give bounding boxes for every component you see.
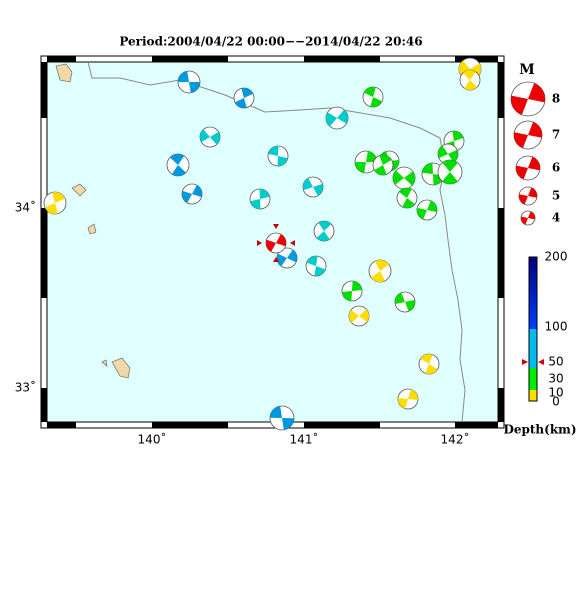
beachball-lobe	[464, 80, 478, 90]
beachball-lobe	[171, 165, 186, 177]
lat-label: 33˚	[15, 380, 36, 395]
beachball-lobe	[313, 183, 323, 196]
beachball-lobe	[397, 397, 408, 409]
frame-ticks	[41, 56, 504, 428]
beachball-lobe	[287, 249, 297, 263]
beachball-lobe	[210, 131, 220, 145]
beachball-lobe	[374, 165, 387, 175]
beachball-lobe	[192, 185, 202, 198]
beachball-lobe	[448, 149, 459, 163]
beachball-lobe	[452, 131, 464, 141]
title: Period:2004/04/22 00:00−−2014/04/22 20:4…	[119, 35, 422, 49]
depth-label: 50	[548, 355, 563, 369]
lon-label: 140˚	[138, 432, 167, 447]
beachball-lobe	[458, 60, 470, 75]
beachball-lobe	[306, 256, 318, 266]
beachball-lobe	[393, 170, 404, 185]
beachball-lobe	[276, 234, 286, 247]
beachball-lobe	[427, 200, 437, 213]
magnitude-title: M	[519, 62, 535, 78]
beachball-lobe	[349, 309, 359, 323]
coastline	[87, 61, 466, 423]
beachball-lobe	[337, 109, 349, 124]
beachball-lobe	[325, 112, 337, 127]
beachball-lobe	[199, 129, 210, 143]
beachball-lobe	[363, 87, 376, 97]
beachball-lobe	[234, 98, 247, 108]
beachball-lobe	[250, 199, 261, 210]
beachball-lobe	[402, 198, 415, 208]
beachball-lobe	[375, 260, 389, 271]
magnitude-label: 4	[552, 211, 560, 225]
beachball-lobe	[519, 194, 528, 205]
beachball-lobe	[514, 132, 528, 149]
beachball-lobe	[314, 266, 326, 276]
beachball-lobe	[379, 154, 392, 165]
beachball-lobe	[528, 156, 541, 171]
beachball-lobe	[528, 187, 537, 198]
beachball-lobe	[316, 231, 330, 241]
magnitude-label: 6	[552, 161, 560, 175]
beachball-lobe	[417, 207, 427, 220]
beachball-lobe	[268, 145, 279, 156]
lon-label: 141˚	[290, 432, 319, 447]
depth-label: 0	[552, 395, 560, 409]
beachball-lobe	[521, 216, 528, 225]
depth-label: 10	[548, 386, 563, 400]
beachball-lobe	[318, 221, 332, 231]
beachball-lobe	[462, 70, 476, 80]
beachball-lobe	[442, 172, 458, 185]
lat-label: 34˚	[15, 200, 36, 215]
beachball-lobe	[371, 271, 385, 283]
depth-label: 100	[545, 320, 568, 334]
beachball-lobe	[405, 299, 415, 312]
depth-label: 200	[545, 250, 568, 264]
beachball-lobe	[395, 292, 405, 305]
beachball-lobe	[241, 87, 254, 98]
beachball-lobe	[422, 163, 433, 174]
beachball-lobe	[404, 171, 415, 186]
beachball-lobe	[270, 406, 282, 418]
beachball-lobe	[302, 178, 313, 191]
beachball-lobe	[170, 154, 185, 165]
beachball-lobe	[420, 353, 433, 364]
beachball-lobe	[438, 145, 448, 159]
magnitude-label: 5	[552, 189, 560, 203]
beachball-lobe	[276, 253, 287, 267]
beachball-lobe	[511, 95, 528, 115]
islands	[55, 63, 131, 379]
beachball-lobe	[425, 364, 438, 374]
beachball-lobe	[528, 83, 545, 103]
beachball-lobe	[355, 162, 366, 173]
depth-label: 30	[548, 372, 563, 386]
depth-title: Depth(km)	[503, 423, 576, 437]
beachball-lobe	[442, 160, 458, 172]
beachball-lobe	[370, 97, 383, 107]
beachball-lobe	[277, 156, 288, 166]
beachball-lobe	[259, 189, 270, 199]
beachball-lobe	[52, 192, 66, 203]
beachball-lobe	[516, 165, 528, 180]
beachball-lobe	[399, 188, 412, 198]
magnitude-label: 7	[552, 128, 560, 142]
beachball-lobe	[266, 239, 276, 252]
beachball-lobe	[282, 418, 294, 430]
beachball-lobe	[182, 190, 192, 203]
beachball-lobe	[408, 389, 418, 401]
beachball-lobe	[189, 82, 200, 93]
beachball-lobe	[359, 309, 369, 323]
beachball-lobe	[178, 71, 189, 82]
depth-bar	[522, 256, 544, 402]
beachball-lobe	[352, 281, 362, 291]
beachball-lobe	[44, 203, 58, 214]
beachball-lobe	[366, 151, 377, 162]
beachball-lobe	[528, 121, 542, 138]
magnitude-label: 8	[552, 92, 560, 106]
beachball-lobe	[342, 291, 352, 301]
lon-label: 142˚	[441, 432, 470, 447]
beachball-lobe	[528, 211, 536, 220]
